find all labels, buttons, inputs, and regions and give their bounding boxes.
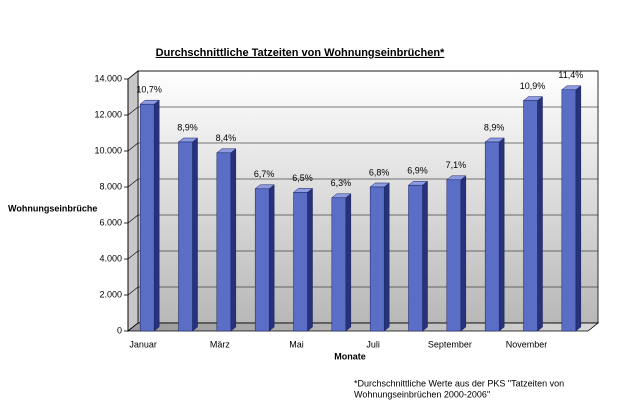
bar — [331, 197, 347, 332]
data-label: 6,9% — [407, 166, 428, 176]
footnote: Wohnungseinbrüchen 2000-2006" — [354, 389, 490, 399]
data-label: 8,9% — [177, 122, 198, 132]
bar — [254, 188, 270, 332]
y-axis-title: Wohnungseinbrüche — [8, 203, 97, 213]
y-tick-label: 0 — [117, 325, 122, 335]
y-tick-label: 10.000 — [94, 145, 122, 155]
back-wall — [137, 70, 599, 324]
bar-side — [422, 180, 428, 332]
bar-side — [153, 99, 160, 332]
bar — [523, 100, 538, 332]
y-tick-label: 4.000 — [99, 253, 122, 263]
grid-line — [127, 286, 139, 296]
grid-line — [127, 178, 139, 188]
bar — [369, 186, 385, 332]
x-tick-label: September — [428, 339, 472, 349]
bar-side — [230, 148, 237, 332]
data-label: 7,1% — [446, 160, 467, 170]
bar — [561, 89, 577, 332]
y-tick-label: 6.000 — [99, 217, 122, 227]
grid-line — [127, 214, 139, 224]
data-label: 6,3% — [331, 178, 352, 188]
bar-side — [460, 175, 467, 332]
side-wall — [127, 70, 139, 332]
bar — [446, 179, 462, 332]
data-label: 10,7% — [136, 85, 162, 95]
x-tick-label: November — [506, 339, 548, 349]
bar — [178, 141, 193, 332]
chart-title: Durchschnittliche Tatzeiten von Wohnungs… — [156, 47, 445, 59]
x-tick-label: März — [210, 339, 230, 349]
data-label: 6,8% — [369, 167, 390, 177]
y-tick-label: 8.000 — [99, 181, 122, 191]
data-label: 6,7% — [254, 169, 275, 179]
bar-side — [345, 193, 352, 332]
data-label: 6,5% — [292, 173, 313, 183]
bar-side — [537, 96, 543, 332]
bar — [139, 103, 155, 332]
grid-line — [127, 142, 139, 152]
data-label: 10,9% — [520, 81, 546, 91]
data-label: 8,9% — [484, 122, 505, 132]
grid-line — [127, 250, 139, 260]
bar-side — [383, 182, 390, 332]
y-tick-label: 12.000 — [94, 109, 122, 119]
y-tick-label: 2.000 — [99, 289, 122, 299]
bar-side — [307, 187, 313, 332]
bar-side — [498, 137, 505, 332]
data-label: 11,4% — [558, 70, 583, 80]
bar-side — [575, 85, 582, 332]
data-label: 8,4% — [216, 133, 237, 143]
grid-line — [127, 322, 139, 332]
bar — [484, 141, 500, 332]
bar-side — [268, 184, 275, 332]
x-tick-label: Mai — [289, 339, 304, 349]
bar — [408, 184, 423, 332]
x-axis-title: Monate — [334, 351, 366, 361]
grid-line — [127, 70, 139, 80]
x-tick-label: Juli — [366, 339, 380, 349]
bar — [216, 152, 232, 332]
grid-line — [127, 106, 139, 116]
bar-side — [192, 137, 198, 332]
bar — [293, 192, 308, 332]
y-tick-label: 14.000 — [94, 73, 122, 83]
footnote: *Durchschnittliche Werte aus der PKS "Ta… — [354, 378, 564, 388]
x-tick-label: Januar — [129, 339, 157, 349]
